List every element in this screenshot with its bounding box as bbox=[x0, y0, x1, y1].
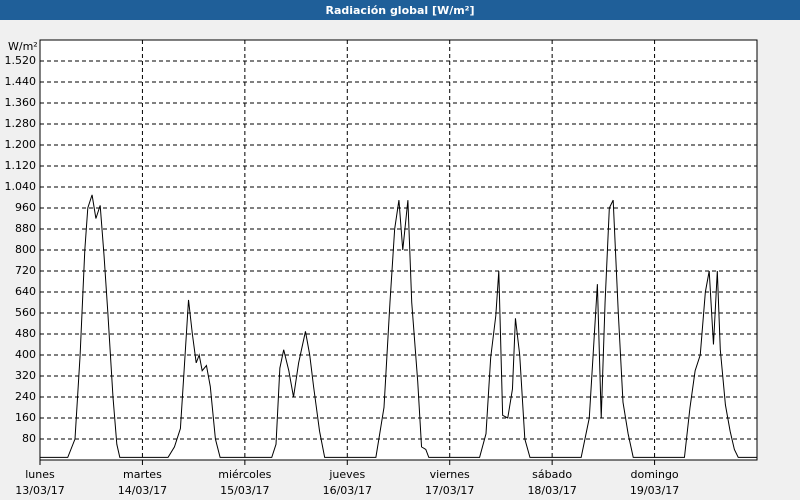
x-tick-label: sábado bbox=[532, 468, 572, 481]
y-tick-label: 80 bbox=[22, 432, 36, 445]
y-tick-label: 1.040 bbox=[5, 180, 37, 193]
x-tick-date: 16/03/17 bbox=[323, 484, 372, 497]
y-tick-label: 480 bbox=[15, 327, 36, 340]
data-line bbox=[40, 194, 757, 458]
y-tick-label: 1.280 bbox=[5, 117, 37, 130]
chart-title: Radiación global [W/m²] bbox=[325, 4, 474, 17]
y-tick-label: 320 bbox=[15, 369, 36, 382]
x-tick-label: jueves bbox=[328, 468, 365, 481]
x-tick-label: lunes bbox=[25, 468, 55, 481]
y-tick-label: 800 bbox=[15, 243, 36, 256]
y-tick-label: 240 bbox=[15, 390, 36, 403]
y-tick-label: 640 bbox=[15, 285, 36, 298]
x-tick-date: 18/03/17 bbox=[527, 484, 576, 497]
y-tick-label: 1.520 bbox=[5, 54, 37, 67]
y-unit: W/m² bbox=[8, 40, 38, 53]
y-tick-label: 160 bbox=[15, 411, 36, 424]
x-tick-label: viernes bbox=[430, 468, 470, 481]
x-tick-label: martes bbox=[123, 468, 162, 481]
x-tick-date: 14/03/17 bbox=[118, 484, 167, 497]
y-tick-label: 400 bbox=[15, 348, 36, 361]
y-tick-label: 960 bbox=[15, 201, 36, 214]
title-bar bbox=[0, 0, 800, 20]
x-tick-date: 17/03/17 bbox=[425, 484, 474, 497]
y-tick-label: 1.200 bbox=[5, 138, 37, 151]
y-tick-label: 1.360 bbox=[5, 96, 37, 109]
x-tick-label: domingo bbox=[630, 468, 678, 481]
y-tick-label: 1.440 bbox=[5, 75, 37, 88]
y-tick-label: 560 bbox=[15, 306, 36, 319]
y-tick-label: 880 bbox=[15, 222, 36, 235]
x-tick-date: 19/03/17 bbox=[630, 484, 679, 497]
y-tick-label: 1.120 bbox=[5, 159, 37, 172]
x-tick-date: 15/03/17 bbox=[220, 484, 269, 497]
x-tick-label: miércoles bbox=[218, 468, 271, 481]
x-tick-date: 13/03/17 bbox=[15, 484, 64, 497]
y-tick-label: 720 bbox=[15, 264, 36, 277]
